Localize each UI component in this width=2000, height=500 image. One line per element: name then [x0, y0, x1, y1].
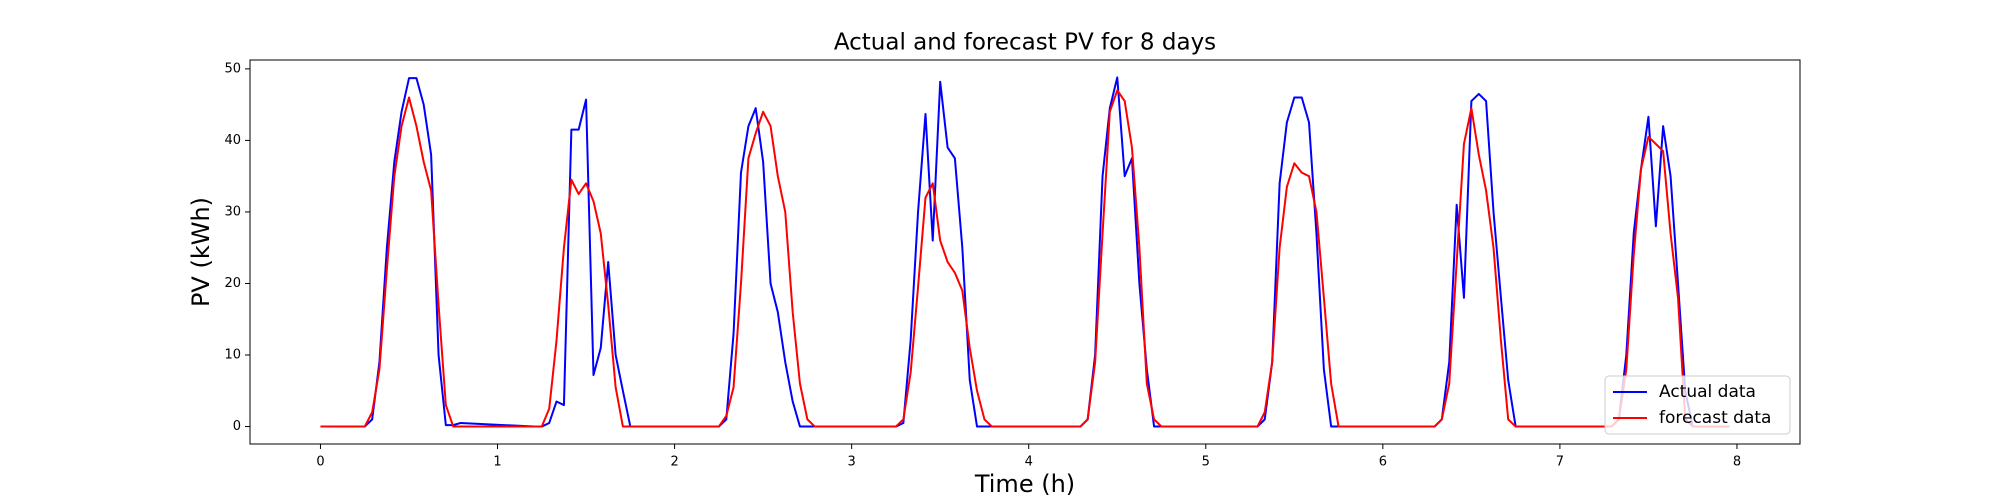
y-tick-label: 30 — [224, 204, 241, 219]
y-axis-label: PV (kWh) — [187, 197, 215, 307]
x-tick-label: 5 — [1202, 455, 1210, 470]
x-tick-label: 0 — [316, 455, 324, 470]
data-line — [320, 89, 1730, 428]
plot-frame — [249, 59, 1801, 445]
legend-label: forecast data — [1659, 408, 1771, 428]
legend-label: Actual data — [1659, 382, 1756, 402]
chart-title: Actual and forecast PV for 8 days — [834, 30, 1216, 56]
x-tick-label: 3 — [848, 455, 856, 470]
y-tick-label: 20 — [224, 276, 241, 291]
x-tick-label: 1 — [493, 455, 501, 470]
x-tick-label: 8 — [1733, 455, 1741, 470]
legend-box — [1604, 375, 1791, 435]
x-tick-label: 2 — [670, 455, 678, 470]
x-axis-label: Time (h) — [974, 470, 1075, 498]
x-tick-label: 7 — [1556, 455, 1564, 470]
y-tick-label: 50 — [224, 61, 241, 76]
y-tick-label: 10 — [224, 348, 241, 363]
legend: Actual data forecast data — [1604, 375, 1791, 435]
x-tick-label: 6 — [1379, 455, 1387, 470]
x-tick-label: 4 — [1025, 455, 1033, 470]
y-tick-label: 40 — [224, 133, 241, 148]
data-line — [320, 76, 1730, 428]
y-tick-label: 0 — [233, 419, 241, 434]
